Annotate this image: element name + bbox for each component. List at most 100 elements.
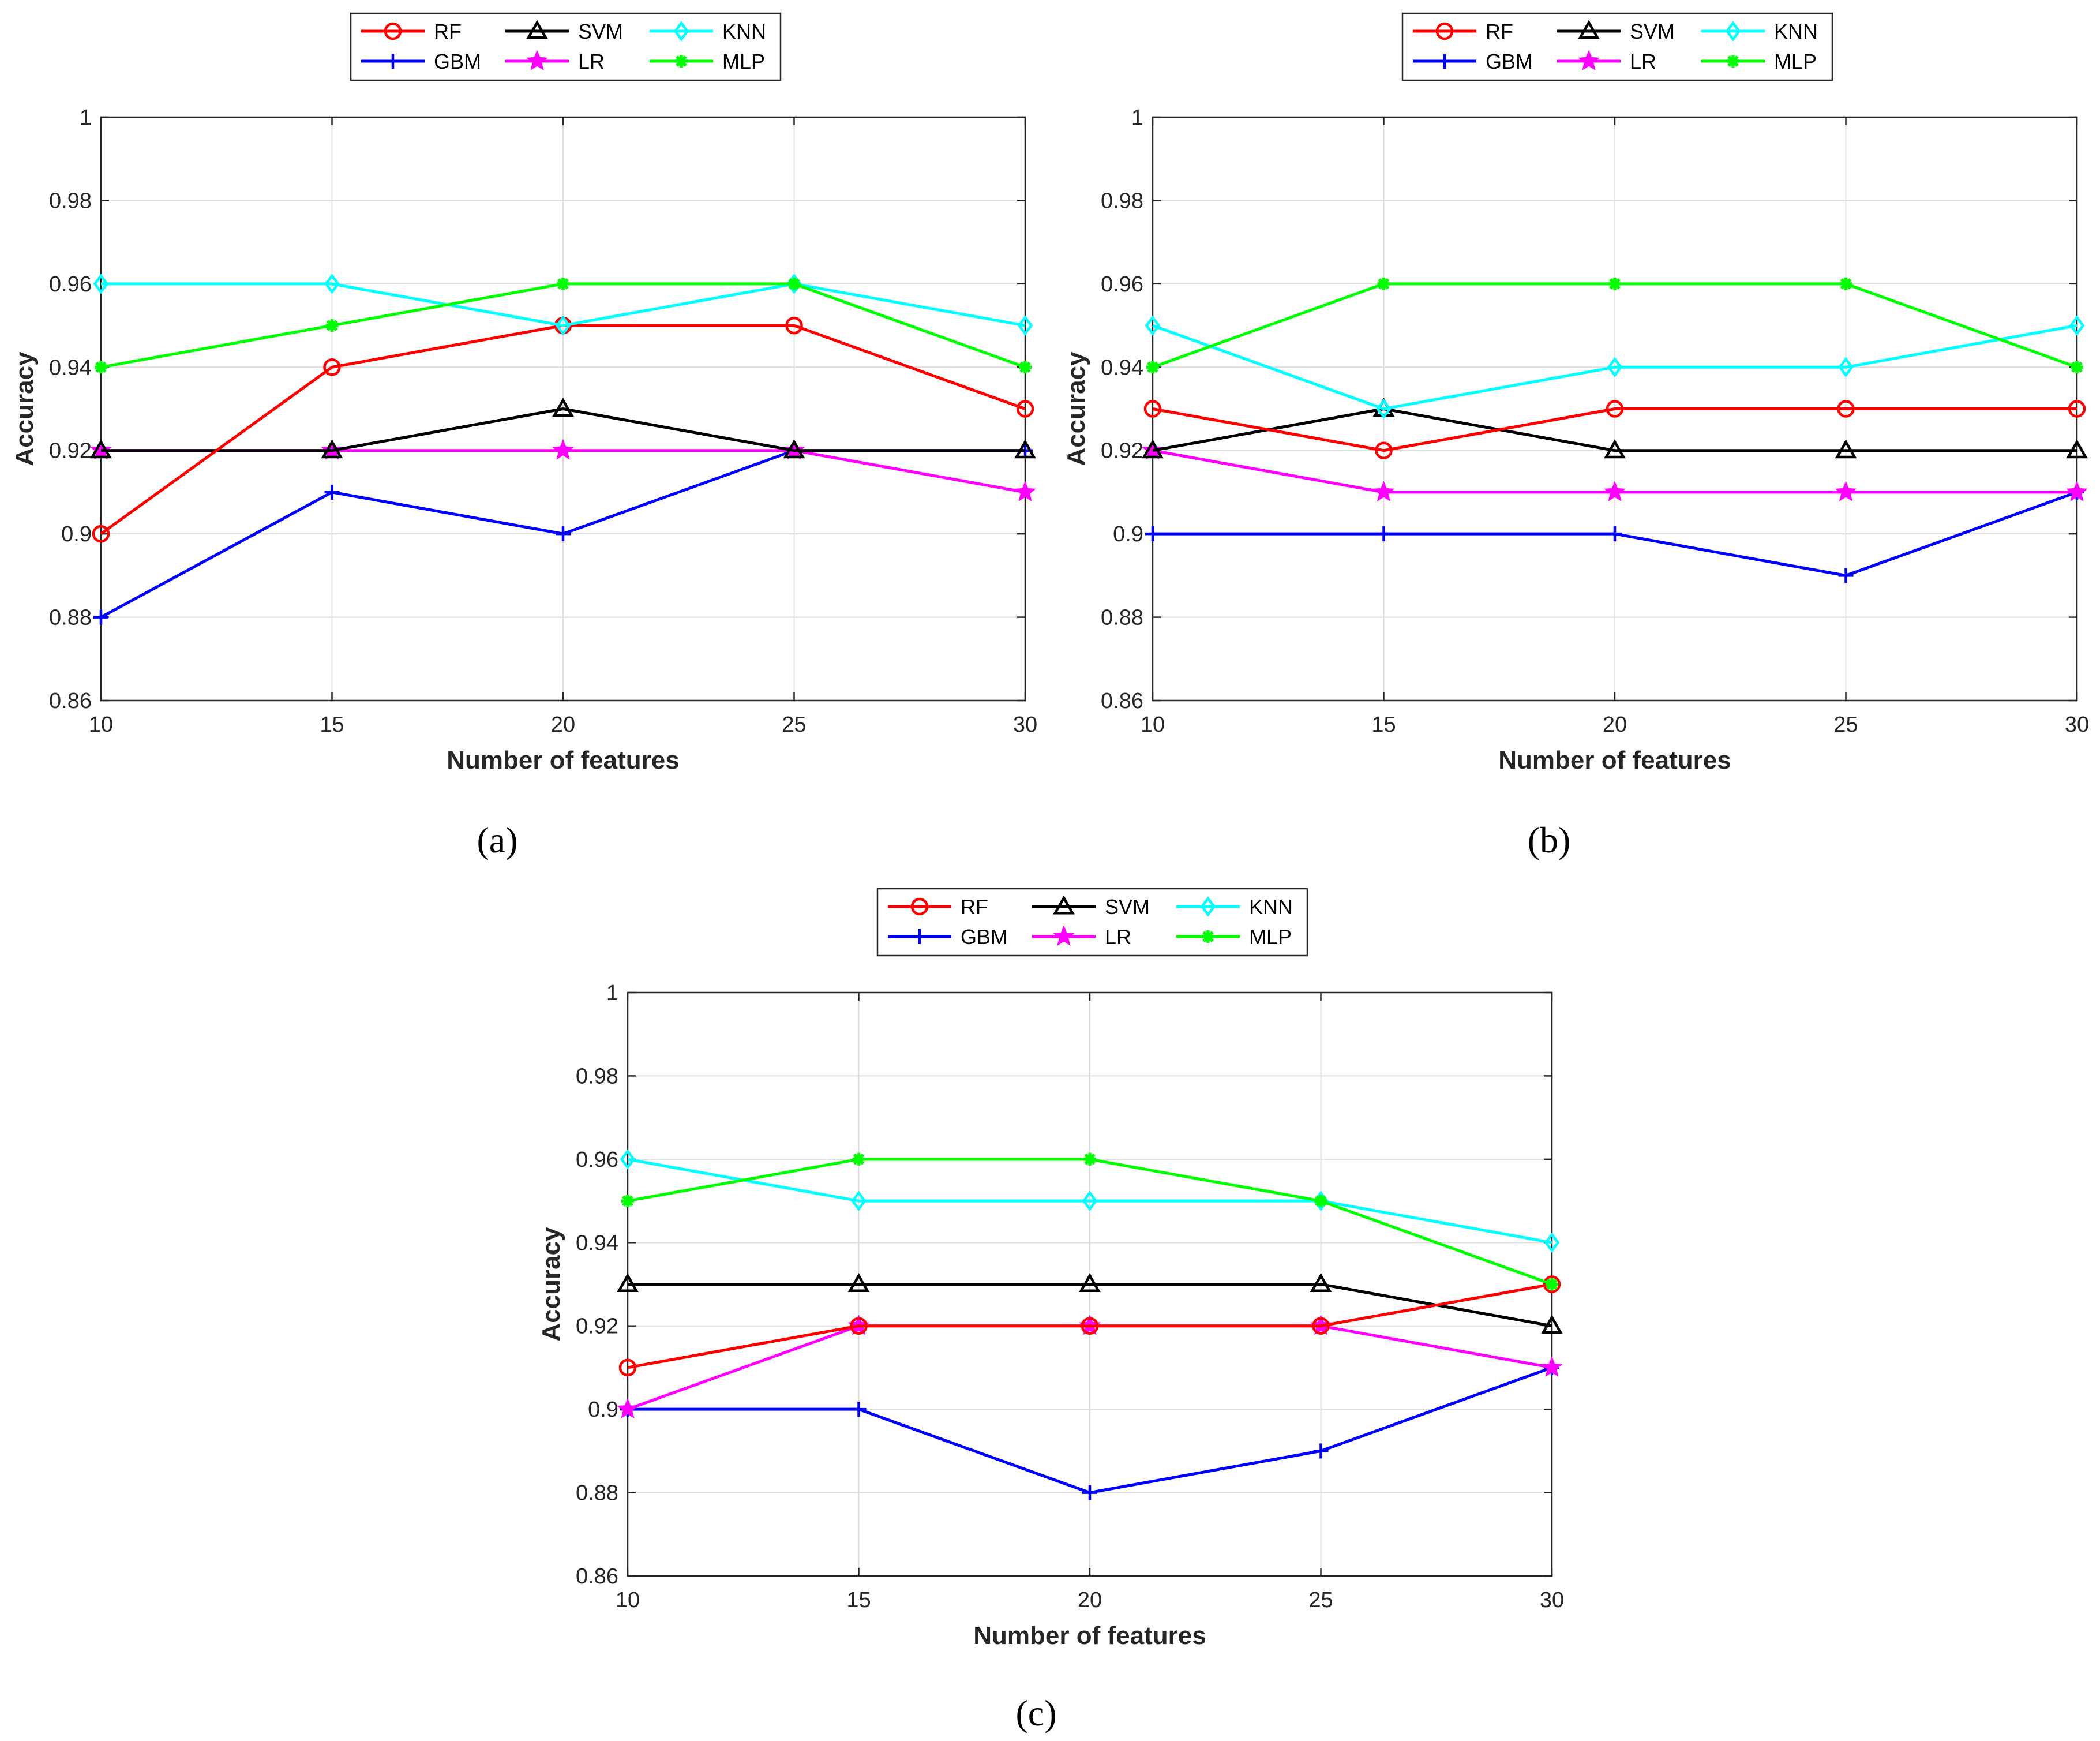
y-tick-label: 1 xyxy=(1131,106,1143,130)
y-tick-label: 0.96 xyxy=(49,272,92,297)
legend-item-svm: SVM xyxy=(1557,20,1675,43)
legend-marker-mlp xyxy=(1202,930,1214,943)
y-tick-label: 0.98 xyxy=(49,189,92,213)
y-tick-label: 0.9 xyxy=(588,1398,618,1422)
legend-label: GBM xyxy=(1486,50,1533,73)
data-point-gbm xyxy=(1607,526,1622,542)
legend: RF SVM KNN GBM LR MLP xyxy=(876,888,1308,957)
y-tick-label: 0.88 xyxy=(49,606,92,630)
data-point-mlp xyxy=(787,277,801,290)
data-point-rf xyxy=(785,316,803,335)
y-tick-label: 0.88 xyxy=(1101,606,1143,630)
legend-label: MLP xyxy=(1774,50,1817,73)
legend-marker-svm xyxy=(1578,20,1600,39)
chart-panel-b: 10 15 20 25 30 0.86 0.88 0.9 0.92 0.94 0.96 0.98 1 Nu… xyxy=(1062,12,2089,860)
data-point-gbm xyxy=(851,1402,867,1417)
data-point-rf xyxy=(92,525,110,543)
y-tick-label: 0.86 xyxy=(1101,689,1143,713)
legend: RF SVM KNN GBM LR MLP xyxy=(350,12,782,81)
data-point-gbm xyxy=(1145,526,1160,542)
data-point-gbm xyxy=(93,609,108,625)
legend-marker-svm xyxy=(526,20,548,39)
series-knn xyxy=(93,274,1033,336)
data-point-knn xyxy=(1838,357,1854,378)
data-point-lr xyxy=(617,1398,639,1419)
y-axis-label: Accuracy xyxy=(10,351,39,466)
data-point-svm xyxy=(1142,439,1164,459)
series-line-rf xyxy=(627,1283,1552,1369)
data-point-svm xyxy=(321,439,343,459)
legend-box xyxy=(876,888,1308,957)
data-point-mlp xyxy=(1377,277,1390,290)
legend-marker-lr xyxy=(1578,50,1600,70)
y-axis-label: Accuracy xyxy=(1062,351,1090,466)
legend-item-gbm: GBM xyxy=(1413,50,1533,73)
legend-marker-lr xyxy=(1053,925,1075,946)
y-tick-label: 1 xyxy=(606,981,618,1005)
legend-item-rf: RF xyxy=(1413,20,1513,43)
series-line-svm xyxy=(628,1283,1552,1328)
legend-item-rf: RF xyxy=(361,20,462,43)
data-point-mlp xyxy=(2071,361,2083,374)
data-point-mlp xyxy=(325,319,339,332)
x-tick-label: 20 xyxy=(551,713,575,737)
data-point-knn xyxy=(1544,1232,1560,1253)
data-point-knn xyxy=(1017,315,1033,336)
data-point-knn xyxy=(851,1190,867,1211)
legend-marker-rf xyxy=(384,22,402,40)
x-tick-label: 25 xyxy=(1308,1588,1333,1612)
legend-item-knn: KNN xyxy=(650,20,766,43)
y-tick-label: 0.96 xyxy=(1101,272,1143,297)
data-point-lr xyxy=(1372,481,1395,501)
data-point-rf xyxy=(618,1358,637,1377)
series-line-knn xyxy=(101,282,1026,327)
data-point-lr xyxy=(1604,481,1626,501)
data-point-svm xyxy=(1604,439,1626,459)
legend-label: KNN xyxy=(722,20,766,43)
legend-label: SVM xyxy=(1105,895,1150,919)
data-point-svm xyxy=(1541,1315,1563,1334)
panel-caption: (c) xyxy=(1015,1693,1056,1733)
data-point-lr xyxy=(1835,481,1857,501)
x-tick-label: 30 xyxy=(2065,713,2089,737)
data-point-rf xyxy=(1016,400,1034,418)
x-axis-label: Number of features xyxy=(1498,746,1731,774)
data-point-gbm xyxy=(1082,1485,1097,1500)
data-point-svm xyxy=(1310,1272,1332,1292)
legend-label: LR xyxy=(1630,50,1656,73)
legend-item-mlp: MLP xyxy=(1176,925,1292,949)
y-tick-label: 0.86 xyxy=(49,689,92,713)
data-point-knn xyxy=(1082,1190,1098,1211)
legend-item-gbm: GBM xyxy=(361,50,481,73)
data-point-lr xyxy=(552,439,574,460)
x-tick-label: 25 xyxy=(1833,713,1858,737)
data-point-mlp xyxy=(1608,277,1621,290)
legend-item-lr: LR xyxy=(1032,925,1131,949)
data-point-svm xyxy=(1079,1272,1101,1292)
data-point-svm xyxy=(617,1272,639,1292)
panel-caption: (a) xyxy=(477,819,518,860)
legend-box xyxy=(1401,12,1833,81)
data-point-rf xyxy=(1837,400,1855,418)
y-tick-label: 0.94 xyxy=(576,1231,618,1255)
data-point-rf xyxy=(1375,441,1393,459)
legend-label: KNN xyxy=(1249,895,1293,919)
data-point-mlp xyxy=(95,361,107,374)
x-tick-label: 30 xyxy=(1540,1588,1564,1612)
y-axis-label: Accuracy xyxy=(537,1227,565,1342)
legend-item-svm: SVM xyxy=(1032,895,1150,919)
data-point-svm xyxy=(847,1272,870,1292)
legend-marker-gbm xyxy=(912,929,927,944)
data-point-gbm xyxy=(1838,568,1854,583)
legend-marker-rf xyxy=(910,897,929,916)
y-tick-label: 0.86 xyxy=(576,1564,618,1589)
series-svm xyxy=(617,1272,1563,1334)
data-point-knn xyxy=(1376,398,1392,420)
series-line-svm xyxy=(1152,407,2077,452)
legend-marker-mlp xyxy=(675,55,688,68)
data-point-rf xyxy=(2068,400,2086,418)
x-tick-label: 15 xyxy=(846,1588,871,1612)
data-point-mlp xyxy=(1839,277,1852,290)
data-point-rf xyxy=(1312,1317,1330,1335)
